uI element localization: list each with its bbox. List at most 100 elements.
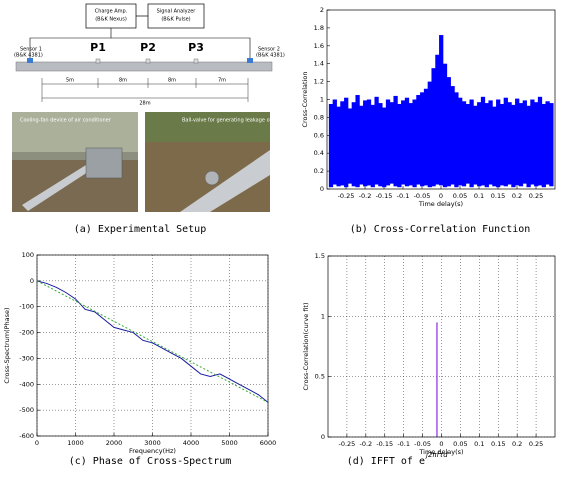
x-tick-label: 0: [439, 192, 443, 200]
range-bar: [374, 96, 379, 185]
range-bar: [458, 97, 463, 186]
range-bar: [336, 106, 341, 187]
y-tick-label: 0: [320, 185, 324, 193]
range-bar: [469, 99, 474, 188]
point-marker: [145, 58, 151, 64]
x-axis-label: Time delay(s): [418, 448, 463, 456]
range-bar: [461, 101, 467, 187]
analyzer-box: [147, 3, 205, 29]
point-label: P1: [90, 41, 106, 54]
y-tick-label: 0.4: [314, 149, 324, 157]
wire: [29, 28, 112, 62]
photo-label: Cooling-fan device of air conditioner: [20, 118, 112, 124]
pipe: [15, 61, 273, 72]
x-tick-label: 0: [35, 439, 39, 447]
label: Signal Analyzer: [157, 9, 197, 15]
y-axis-label: Cross-Correlation(curve fit): [302, 303, 310, 391]
y-tick-label: 1.5: [315, 252, 325, 260]
label: Sensor 2: [258, 47, 280, 53]
range-bar: [537, 96, 543, 186]
range-bar: [431, 68, 436, 187]
caption: (d) IFFT of e: [347, 456, 425, 467]
caption: (a) Experimental Setup: [74, 224, 206, 235]
range-bar: [442, 63, 448, 188]
range-bar: [366, 99, 372, 186]
range-bar: [477, 102, 482, 187]
plot-frame: [327, 255, 556, 438]
y-tick-label: 0.6: [314, 131, 324, 139]
y-axis-label: Cross-Correlation: [301, 71, 309, 127]
point-label: P3: [188, 41, 204, 54]
y-tick-label: 0.8: [314, 113, 324, 121]
range-bar: [412, 99, 417, 188]
range-bar: [363, 100, 368, 187]
range-bar: [351, 102, 356, 187]
range-bar: [534, 102, 539, 187]
x-tick-label: 0.1: [474, 440, 484, 448]
photo-sky: [12, 112, 138, 152]
y-tick-label: 1.8: [314, 24, 324, 32]
photo-valve: [204, 170, 220, 186]
range-bar: [378, 103, 383, 187]
x-tick-label: -0.1: [397, 192, 410, 200]
photo-grass: [145, 112, 270, 142]
label: (B&K 4381): [14, 53, 43, 59]
range-bar: [401, 100, 406, 185]
range-bar: [408, 103, 413, 186]
range-bar: [503, 97, 508, 187]
x-tick-label: -0.15: [376, 192, 393, 200]
y-tick-label: -300: [19, 354, 34, 362]
label: Charge Amp.: [95, 9, 128, 15]
range-bar: [511, 104, 516, 188]
y-tick-label: -100: [19, 303, 34, 311]
dimension-lines: [41, 78, 249, 102]
photo: Ball-valve for generating leakage of the…: [145, 112, 294, 212]
x-tick-label: -0.25: [338, 192, 355, 200]
range-bar: [347, 108, 353, 184]
chart: 0 0.5 1 1.5 -0.25 -0.2 -0.15 -0.1 -0.05 0 0.05 0.1 0…: [302, 252, 556, 467]
x-tick-label: -0.2: [359, 192, 372, 200]
data-line: [36, 280, 269, 403]
y-tick-label: 1.4: [314, 60, 324, 68]
x-tick-label: -0.05: [414, 440, 431, 448]
range-bar: [549, 103, 554, 187]
x-tick-label: 6000: [260, 439, 277, 447]
range-bar: [465, 103, 470, 184]
x-tick-label: 0.15: [491, 192, 505, 200]
x-tick-label: -0.15: [376, 440, 393, 448]
setup-diagram: Charge Amp. (B&K Nexus) Signal Analyzer …: [14, 3, 285, 107]
x-tick-label: 0: [439, 440, 443, 448]
y-tick-label: 0: [321, 433, 325, 441]
y-tick-label: -500: [19, 406, 34, 414]
x-tick-label: 0.15: [491, 440, 505, 448]
x-tick-label: 3000: [144, 439, 161, 447]
wire: [111, 37, 251, 62]
range-bar: [420, 92, 425, 187]
y-tick-label: 1.6: [314, 42, 324, 50]
y-tick-label: 0.5: [315, 373, 325, 381]
x-tick-label: -0.25: [339, 440, 356, 448]
label: (B&K 4381): [256, 53, 285, 59]
range-bar: [427, 81, 432, 188]
range-bar: [385, 99, 391, 186]
distance: 8m: [119, 78, 127, 84]
x-tick-label: -0.1: [397, 440, 410, 448]
range-bar: [397, 103, 402, 188]
range-bar: [488, 100, 493, 185]
range-bar: [446, 77, 451, 187]
range-bar: [435, 54, 440, 185]
sensor: [247, 58, 253, 63]
distance: 5m: [66, 78, 74, 84]
label: Sensor 1: [20, 47, 42, 53]
range-bar: [492, 106, 497, 187]
x-tick-label: 0.05: [453, 440, 467, 448]
caption: (c) Phase of Cross-Spectrum: [69, 456, 232, 467]
range-bar: [545, 101, 550, 185]
label: (B&K Nexus): [95, 17, 127, 23]
range-bar: [515, 98, 520, 186]
photo: Cooling-fan device of air conditioner: [12, 112, 138, 212]
x-tick-label: 1000: [67, 439, 84, 447]
range-bar: [507, 102, 512, 185]
range-bar: [344, 97, 349, 188]
